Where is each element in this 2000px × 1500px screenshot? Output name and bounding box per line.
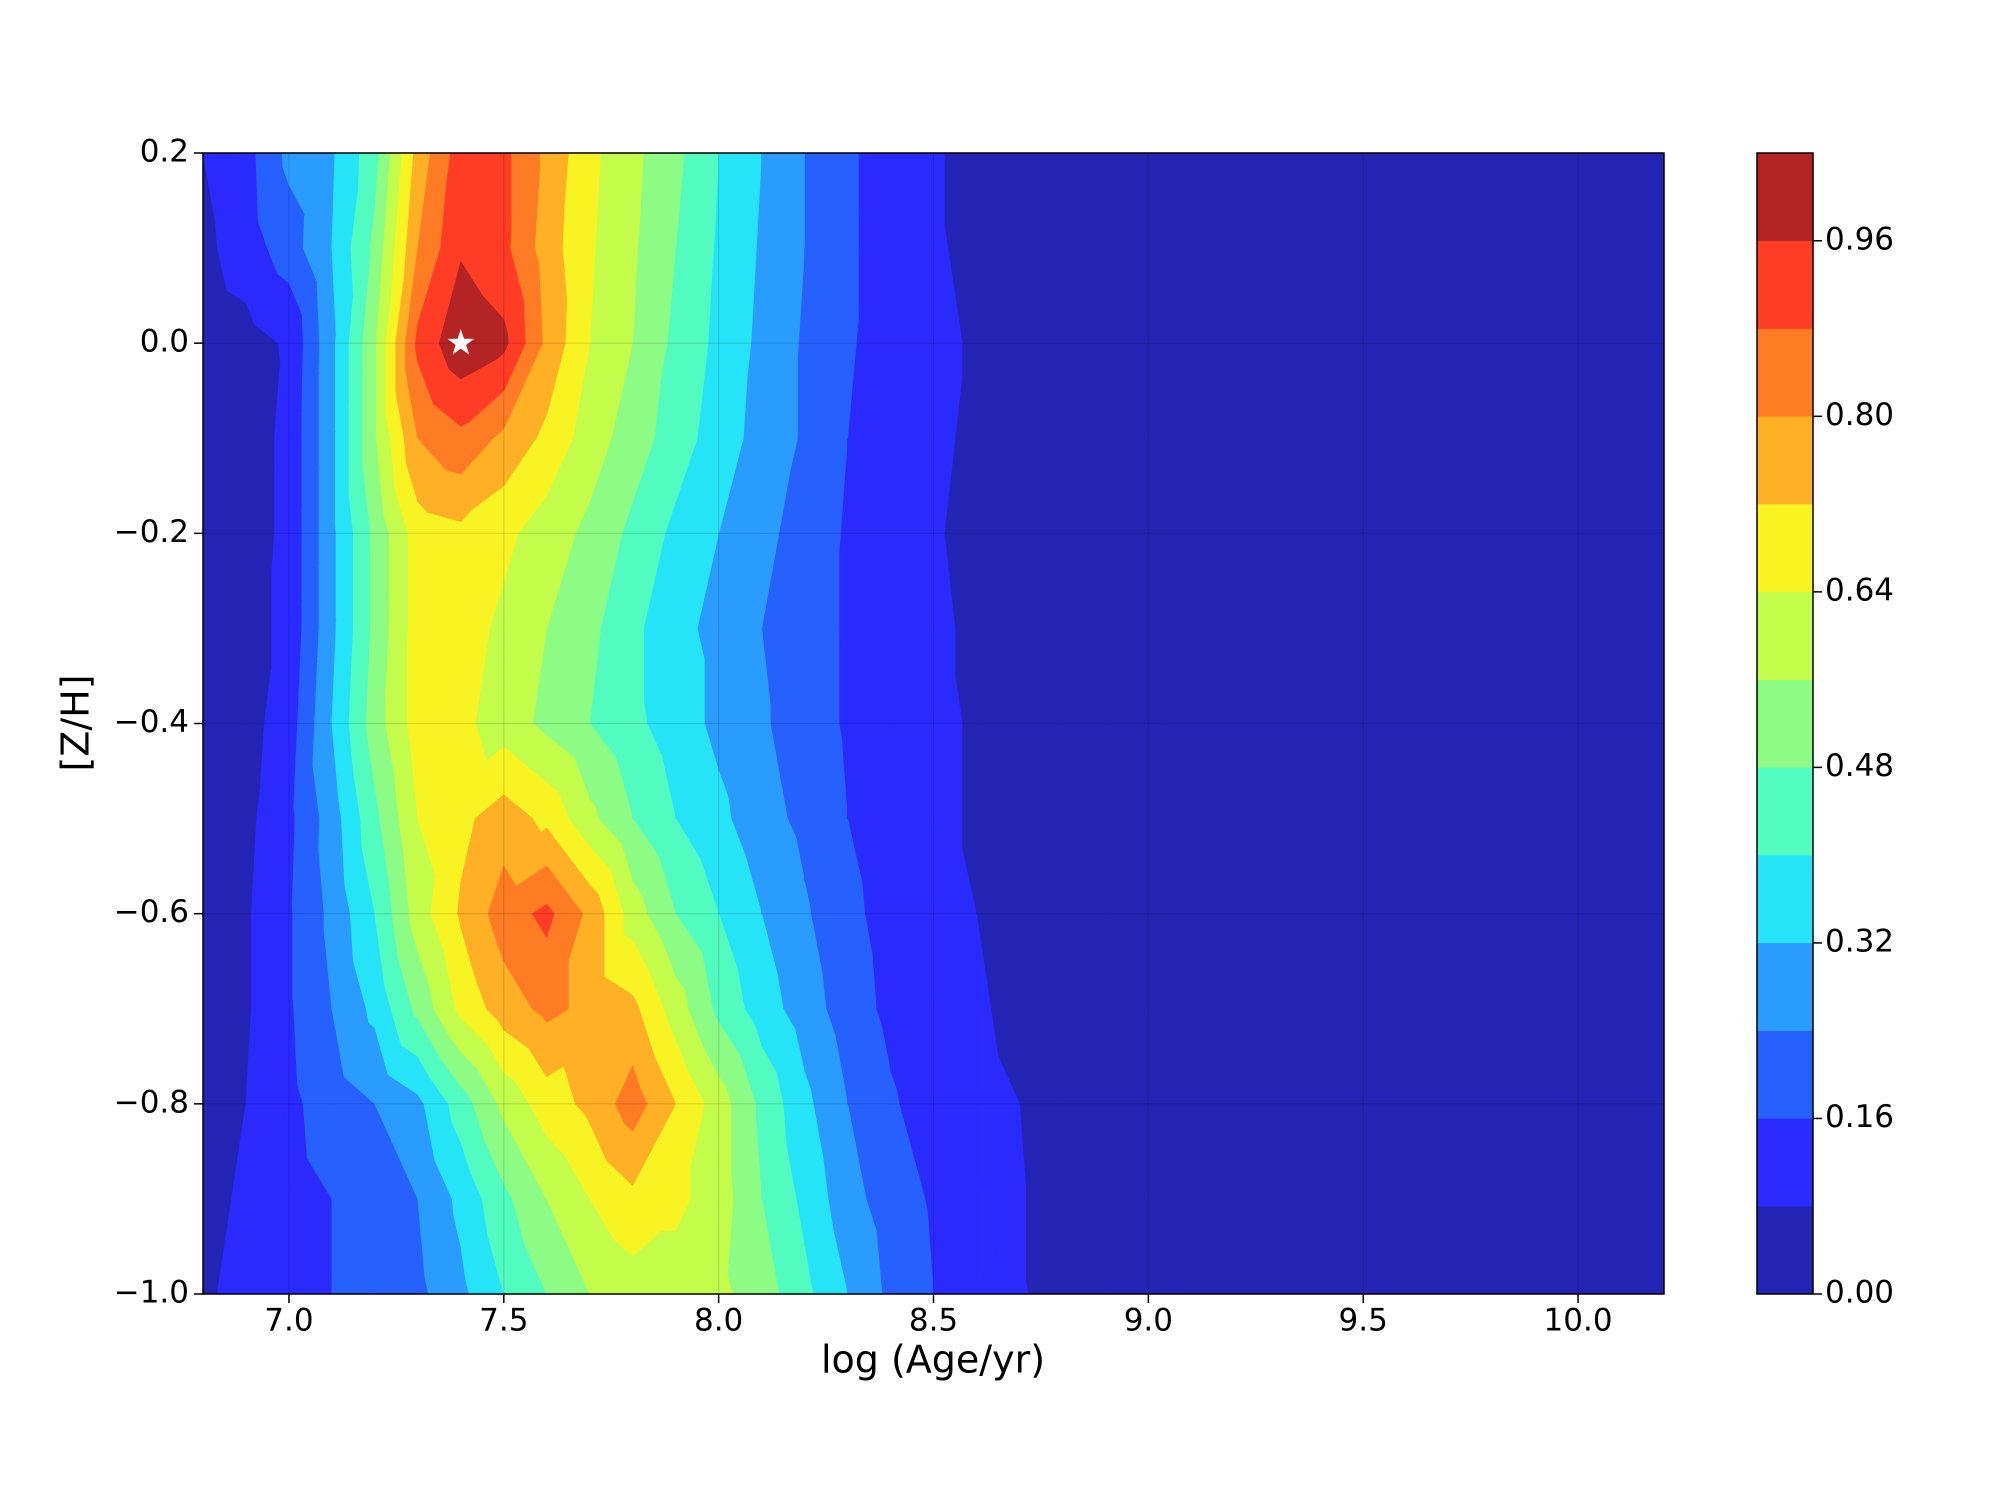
colorbar-band [1756,503,1814,593]
colorbar-band [1756,679,1814,768]
colorbar-tick-label: 0.96 [1825,221,1894,257]
y-axis-label: [Z/H] [54,674,98,771]
colorbar-tick-label: 0.64 [1825,572,1894,608]
colorbar-band [1756,1118,1814,1207]
y-tick-label: −1.0 [114,1275,189,1311]
contour-band [890,1071,898,1105]
contour-band [503,318,509,344]
colorbar-band [1756,854,1814,944]
contour-band [503,152,512,249]
y-tick-label: −0.6 [114,894,189,930]
contour-band [331,342,336,439]
plot-area [202,152,1665,1295]
colorbar-tick-label: 0.80 [1825,397,1894,433]
colorbar-band [1756,942,1814,1031]
colorbar-band [1756,240,1814,329]
colorbar-tick-label: 0.48 [1825,748,1894,784]
colorbar-tick-label: 0.00 [1825,1275,1894,1311]
colorbar-band [1756,416,1814,505]
contour-band [632,881,642,915]
contour-band [761,913,778,1010]
contour-band [761,1046,777,1105]
x-tick-label: 7.5 [479,1303,528,1339]
x-tick-label: 8.5 [909,1303,958,1339]
x-tick-label: 10.0 [1544,1303,1613,1339]
contour-band [761,628,771,724]
y-tick-label: −0.8 [114,1084,189,1120]
y-tick-label: 0.2 [140,134,189,170]
contour-band [718,770,729,819]
colorbar-band [1756,328,1814,417]
contour-band [1019,1103,1026,1200]
contour-band [761,1198,775,1295]
contour-band [546,903,550,915]
contour-band [1019,1198,1026,1295]
colorbar-band [1756,152,1814,242]
contour-band [804,1071,812,1105]
contour-band [589,799,596,819]
x-tick-label: 9.5 [1339,1303,1388,1339]
plot-frame [202,152,1665,1295]
contour-band [675,1040,690,1105]
contour-band [847,818,863,915]
contour-band [804,881,810,915]
x-tick-label: 9.0 [1124,1303,1173,1339]
contour-band [632,1065,641,1105]
colorbar-frame [1756,152,1814,1295]
x-axis-label: log (Age/yr) [821,1338,1045,1382]
x-tick-label: 8.0 [694,1303,743,1339]
contour-band [804,1246,811,1295]
colorbar-tick-label: 0.32 [1825,923,1894,959]
contour-band [460,261,483,344]
contour-band [245,913,252,1010]
y-tick-label: −0.2 [114,514,189,550]
colorbar-band [1756,1205,1814,1295]
contour-band [718,1076,727,1105]
contour-band [976,913,988,1010]
y-tick-label: 0.0 [140,324,189,360]
y-tick-label: −0.4 [114,704,189,740]
contour-band [503,794,513,819]
contour-band [632,994,637,1010]
contour-band [546,782,559,819]
x-tick-label: 7.0 [264,1303,313,1339]
contour-band [589,884,599,915]
contour-band [675,976,685,1010]
colorbar-band [1756,767,1814,856]
star-marker [447,329,475,355]
contour-band [503,865,517,915]
colorbar-tick-label: 0.16 [1825,1099,1894,1135]
contour-band [847,1103,861,1200]
colorbar-band [1756,591,1814,680]
contour-band [675,818,701,915]
contour-band [370,532,376,629]
contour-band [331,437,336,534]
colorbar-band [1756,1030,1814,1119]
contour-band [331,532,337,629]
contour-band [718,913,738,1010]
